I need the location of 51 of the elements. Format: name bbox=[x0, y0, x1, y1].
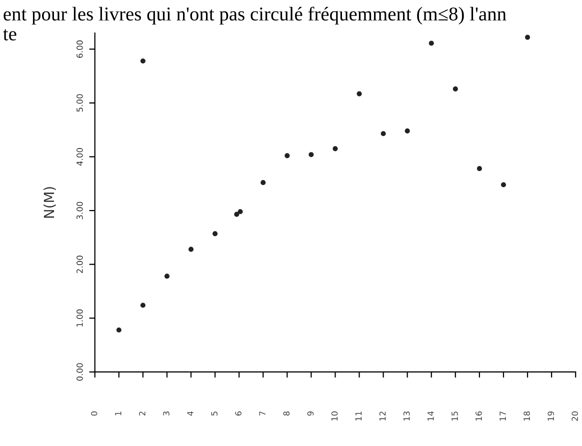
x-tick-label: 10 bbox=[331, 411, 338, 421]
x-tick-label: 11 bbox=[355, 412, 362, 421]
y-axis-title: N(M) bbox=[44, 187, 56, 218]
point bbox=[476, 166, 482, 172]
x-tick-label: 20 bbox=[572, 411, 578, 421]
x-tick-label: 18 bbox=[524, 411, 530, 421]
point bbox=[164, 274, 170, 279]
point bbox=[212, 231, 218, 236]
point bbox=[234, 212, 240, 217]
point bbox=[500, 182, 506, 188]
point bbox=[238, 209, 243, 214]
x-tick-label: 19 bbox=[548, 411, 554, 421]
x-tick-label: 9 bbox=[307, 411, 314, 416]
x-tick-label: 0 bbox=[90, 411, 98, 416]
y-tick-label: 1.00 bbox=[76, 309, 83, 327]
y-tick-label: 6.00 bbox=[76, 40, 83, 58]
x-tick-label: 2 bbox=[139, 412, 146, 416]
point bbox=[380, 131, 386, 136]
x-tick-label: 3 bbox=[163, 412, 170, 416]
point bbox=[140, 58, 146, 64]
x-tick-label: 14 bbox=[428, 411, 434, 421]
point bbox=[116, 327, 122, 333]
text: ent pour les livres qui n'ont pas circulé fréquemment (m≤8) l'ann bbox=[4, 6, 506, 25]
point bbox=[140, 302, 146, 308]
x-tick-label: 8 bbox=[283, 411, 290, 416]
y-tick-label: 0.00 bbox=[76, 363, 83, 381]
x-tick-label: 6 bbox=[235, 411, 242, 416]
text: te bbox=[3, 29, 16, 40]
y-tick-label: 3.00 bbox=[76, 202, 83, 220]
y-tick-label: 5.00 bbox=[76, 94, 83, 112]
x-tick-label: 17 bbox=[500, 412, 506, 421]
x-tick-label: 1 bbox=[115, 412, 122, 416]
point bbox=[524, 34, 530, 40]
x-tick-label: 16 bbox=[476, 411, 482, 421]
point bbox=[260, 180, 266, 186]
x-tick-label: 4 bbox=[187, 411, 194, 416]
point bbox=[404, 128, 410, 134]
x-tick-label: 12 bbox=[379, 412, 386, 421]
point bbox=[284, 153, 290, 158]
x-tick-label: 5 bbox=[211, 412, 218, 416]
point bbox=[356, 91, 362, 96]
y-tick-label: 2.00 bbox=[76, 256, 83, 274]
x-tick-label: 13 bbox=[403, 412, 410, 421]
point bbox=[332, 146, 338, 152]
point bbox=[452, 86, 458, 92]
point bbox=[188, 246, 194, 252]
y-tick-label: 4.00 bbox=[76, 148, 83, 166]
point bbox=[428, 40, 434, 46]
x-tick-label: 15 bbox=[452, 412, 458, 421]
x-tick-label: 7 bbox=[259, 412, 266, 416]
point bbox=[308, 152, 314, 158]
